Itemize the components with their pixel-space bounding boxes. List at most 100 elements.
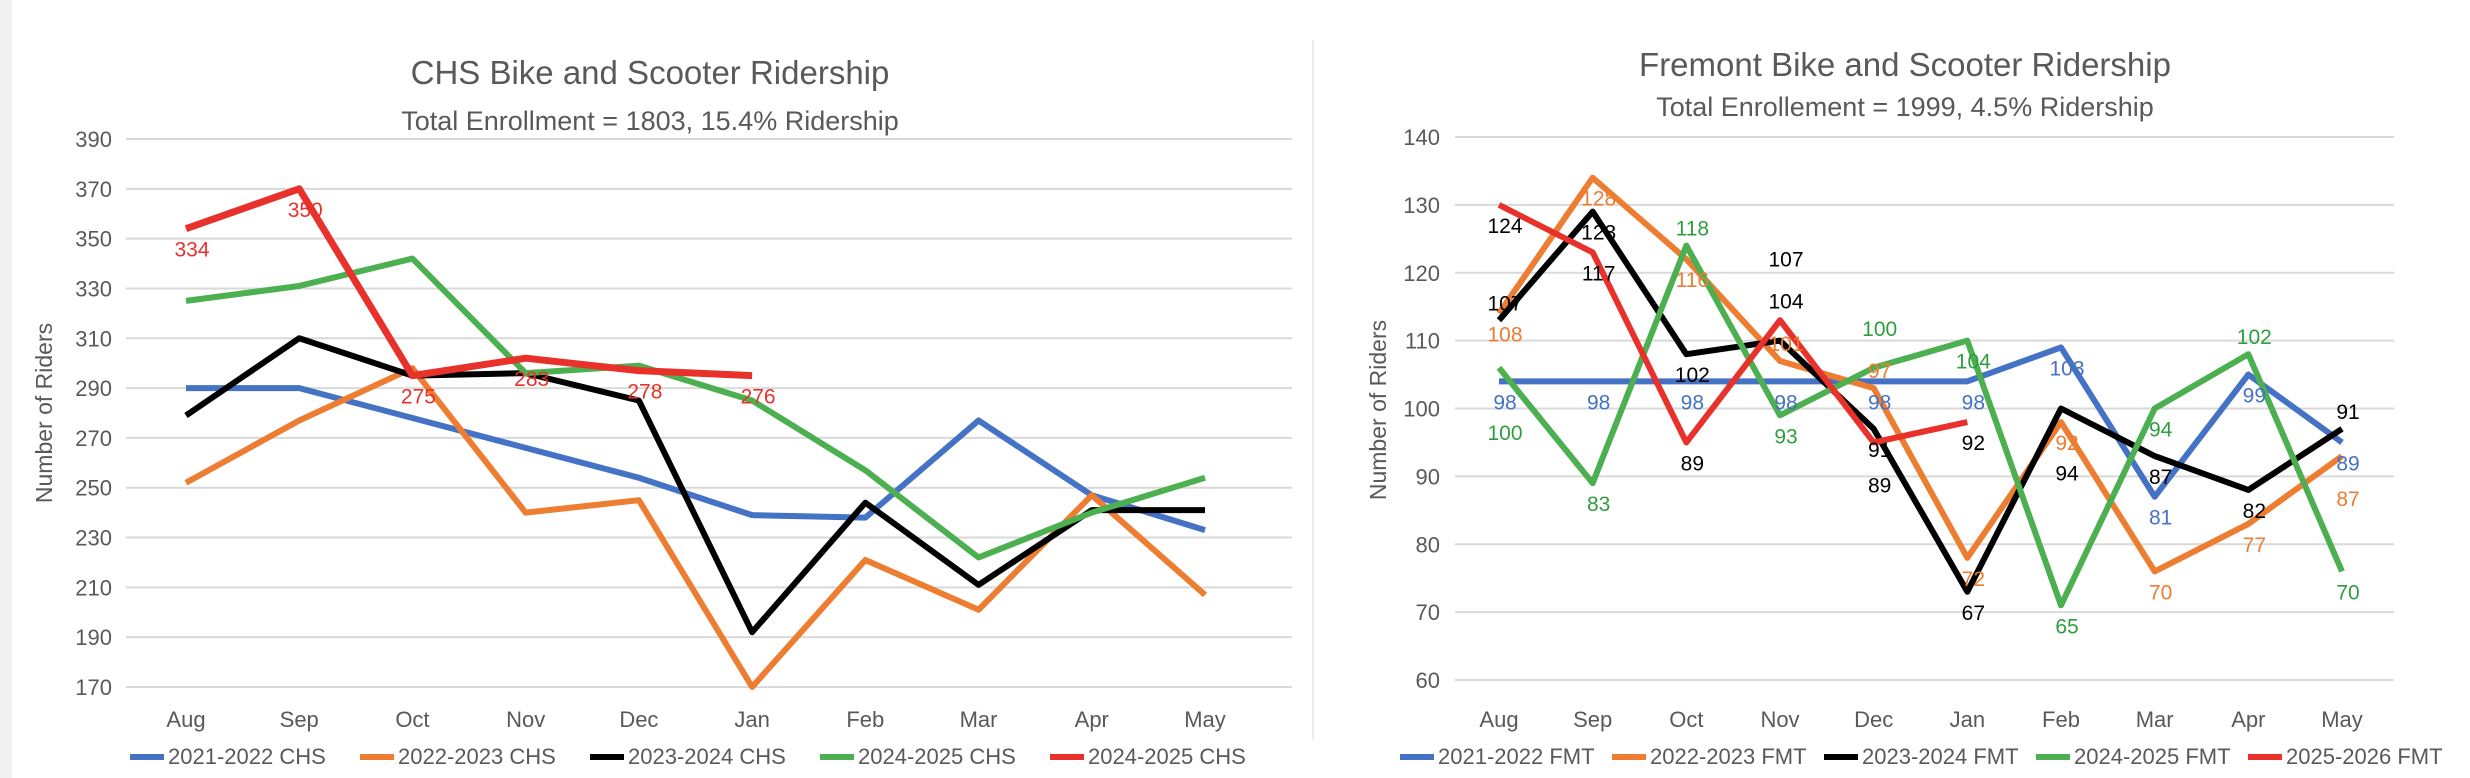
y-tick-label: 70 bbox=[1416, 600, 1440, 625]
y-tick-label: 170 bbox=[75, 675, 112, 700]
data-label: 97 bbox=[1868, 360, 1891, 383]
data-label: 117 bbox=[1582, 262, 1615, 285]
data-label: 94 bbox=[2149, 419, 2173, 442]
data-label: 107 bbox=[1487, 292, 1522, 315]
data-label: 275 bbox=[401, 386, 436, 409]
data-label: 107 bbox=[1768, 248, 1803, 271]
data-label: 89 bbox=[1681, 452, 1704, 475]
data-label: 128 bbox=[1581, 188, 1616, 211]
legend-label: 2024-2025 CHS bbox=[858, 744, 1016, 769]
legend-label: 2022-2023 FMT bbox=[1650, 744, 1807, 769]
y-tick-label: 250 bbox=[75, 476, 112, 501]
legend-label: 2024-2025 FMT bbox=[2074, 744, 2231, 769]
chart-divider bbox=[1312, 40, 1314, 740]
x-tick-label: Jan bbox=[1950, 707, 1985, 732]
data-label: 334 bbox=[174, 239, 209, 262]
x-tick-label: Dec bbox=[619, 707, 658, 732]
data-label: 278 bbox=[627, 381, 662, 404]
series-line-2021-2022-chs bbox=[186, 385, 1206, 533]
data-label: 77 bbox=[2243, 534, 2266, 557]
x-tick-label: Dec bbox=[1854, 707, 1893, 732]
legend-item: 2022-2023 FMT bbox=[1612, 744, 1807, 769]
series-line-2024-2025-chs bbox=[184, 185, 753, 380]
legend-label: 2022-2023 CHS bbox=[398, 744, 556, 769]
x-tick-label: Apr bbox=[1075, 707, 1109, 732]
y-axis-label: Number of Riders bbox=[31, 323, 57, 503]
data-label: 98 bbox=[1493, 391, 1516, 414]
legend-label: 2024-2025 CHS bbox=[1088, 744, 1246, 769]
data-label: 87 bbox=[2336, 488, 2359, 511]
y-tick-label: 140 bbox=[1403, 125, 1440, 150]
y-tick-label: 80 bbox=[1416, 532, 1440, 557]
data-label: 91 bbox=[1868, 439, 1891, 462]
y-tick-label: 110 bbox=[1405, 329, 1440, 354]
data-label: 101 bbox=[1768, 333, 1803, 356]
data-label: 283 bbox=[514, 368, 549, 391]
data-label: 108 bbox=[1487, 323, 1522, 346]
series-line-2024-2025-chs bbox=[185, 255, 1206, 561]
data-label: 102 bbox=[2237, 326, 2272, 349]
y-tick-label: 290 bbox=[75, 376, 112, 401]
series-line-2025-2026-fmt bbox=[1497, 202, 1968, 446]
chart-1: Fremont Bike and Scooter Ridership Total … bbox=[1365, 46, 2443, 769]
data-label: 82 bbox=[2243, 500, 2266, 523]
x-tick-label: Feb bbox=[2042, 707, 2080, 732]
legend-item: 2021-2022 FMT bbox=[1400, 744, 1595, 769]
y-tick-label: 100 bbox=[1403, 397, 1440, 422]
x-tick-label: Jan bbox=[734, 707, 769, 732]
data-label: 118 bbox=[1676, 218, 1709, 241]
data-label: 70 bbox=[2149, 581, 2172, 604]
x-tick-label: May bbox=[1184, 707, 1226, 732]
data-label: 102 bbox=[1675, 364, 1710, 387]
data-label: 98 bbox=[1868, 391, 1891, 414]
data-label: 81 bbox=[2149, 507, 2172, 530]
data-label: 93 bbox=[1774, 425, 1797, 448]
x-tick-label: Nov bbox=[506, 707, 545, 732]
x-tick-label: Mar bbox=[2136, 707, 2174, 732]
data-label: 124 bbox=[1487, 215, 1522, 238]
chart-subtitle: Total Enrollment = 1803, 15.4% Ridership bbox=[401, 106, 899, 136]
chart-subtitle: Total Enrollement = 1999, 4.5% Ridership bbox=[1656, 92, 2154, 122]
data-label: 92 bbox=[1962, 432, 1985, 455]
y-tick-label: 270 bbox=[75, 426, 112, 451]
y-tick-label: 230 bbox=[75, 526, 112, 551]
data-label: 91 bbox=[2336, 401, 2359, 424]
data-label: 123 bbox=[1581, 222, 1616, 245]
data-label: 116 bbox=[1676, 269, 1709, 292]
data-label: 87 bbox=[2149, 466, 2172, 489]
x-tick-label: Sep bbox=[280, 707, 319, 732]
data-label: 350 bbox=[288, 199, 323, 222]
y-tick-label: 90 bbox=[1416, 464, 1440, 489]
y-tick-label: 370 bbox=[75, 177, 112, 202]
series-line-2023-2024-fmt bbox=[1496, 208, 2344, 595]
data-label: 98 bbox=[1962, 391, 1985, 414]
data-label: 99 bbox=[2243, 385, 2266, 408]
window-edge bbox=[0, 0, 12, 778]
series-line-2023-2024-chs bbox=[184, 335, 1205, 636]
y-tick-label: 350 bbox=[75, 227, 112, 252]
data-label: 94 bbox=[2055, 463, 2079, 486]
y-tick-label: 390 bbox=[75, 127, 112, 152]
data-label: 100 bbox=[1862, 318, 1897, 341]
data-label: 104 bbox=[1956, 351, 1991, 374]
x-tick-label: Aug bbox=[166, 707, 205, 732]
series-line-2022-2023-chs bbox=[184, 365, 1207, 690]
x-tick-label: Mar bbox=[960, 707, 998, 732]
legend-item: 2024-2025 CHS bbox=[820, 744, 1016, 769]
y-tick-label: 330 bbox=[75, 276, 112, 301]
x-tick-label: Apr bbox=[2231, 707, 2265, 732]
x-tick-label: May bbox=[2321, 707, 2363, 732]
y-tick-label: 310 bbox=[75, 326, 112, 351]
series-line-2024-2025-fmt bbox=[1496, 242, 2345, 609]
data-label: 100 bbox=[1487, 422, 1522, 445]
data-label: 98 bbox=[1587, 391, 1610, 414]
data-label: 67 bbox=[1962, 602, 1985, 625]
chart-title: CHS Bike and Scooter Ridership bbox=[411, 54, 890, 91]
legend-label: 2023-2024 CHS bbox=[628, 744, 786, 769]
data-label: 89 bbox=[1868, 474, 1891, 497]
y-tick-label: 210 bbox=[75, 575, 112, 600]
legend-label: 2021-2022 FMT bbox=[1438, 744, 1595, 769]
series-line-2022-2023-fmt bbox=[1496, 174, 2344, 575]
data-label: 98 bbox=[1681, 391, 1704, 414]
chart-0: CHS Bike and Scooter Ridership Total Enro… bbox=[31, 54, 1292, 769]
